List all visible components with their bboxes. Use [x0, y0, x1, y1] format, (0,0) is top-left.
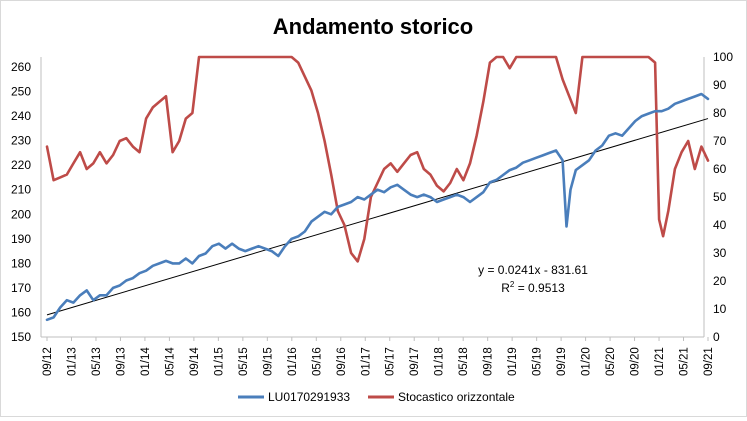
x-tick-label-3: 09/13: [115, 347, 127, 376]
x-tick-label-5: 05/14: [164, 347, 176, 376]
chart-title: Andamento storico: [273, 14, 473, 39]
x-axis: 09/12 01/13 05/13 09/13 01/14 05/14 09/14 01/15…: [42, 337, 715, 376]
x-tick-label-10: 01/16: [287, 347, 299, 376]
y-right-tick-60: 60: [713, 162, 727, 176]
x-tick-label-0: 09/12: [42, 347, 54, 376]
x-tick-label-1: 01/13: [66, 347, 78, 376]
r-squared-prefix: R: [501, 281, 510, 295]
series-layer: [45, 55, 710, 322]
x-tick-label-19: 01/19: [507, 347, 519, 376]
y-left-tick-220: 220: [11, 158, 31, 172]
y-right-tick-50: 50: [713, 190, 727, 204]
y-right-tick-90: 90: [713, 78, 727, 92]
series-line-stocastico-orizzontale: [45, 55, 710, 263]
y-left-tick-190: 190: [11, 232, 31, 246]
x-tick-label-15: 09/17: [409, 347, 421, 376]
x-tick-label-17: 05/18: [458, 347, 470, 376]
y-left-tick-240: 240: [11, 109, 31, 123]
legend: LU0170291933 Stocastico orizzontale: [238, 390, 515, 404]
x-tick-label-25: 01/21: [654, 347, 666, 376]
y-left-tick-210: 210: [11, 183, 31, 197]
legend-label-lu0170291933: LU0170291933: [268, 390, 350, 404]
x-tick-label-9: 09/15: [262, 347, 274, 376]
y-right-tick-70: 70: [713, 134, 727, 148]
trendline-equation: y = 0.0241x - 831.61: [478, 263, 588, 277]
x-tick-label-18: 09/18: [483, 347, 495, 376]
x-tick-label-21: 09/19: [556, 347, 568, 376]
y-left-tick-180: 180: [11, 256, 31, 270]
x-tick-label-22: 01/20: [581, 347, 593, 376]
x-tick-label-6: 09/14: [189, 347, 201, 376]
y-left-tick-230: 230: [11, 134, 31, 148]
y-right-tick-30: 30: [713, 246, 727, 260]
x-tick-label-11: 05/16: [311, 347, 323, 376]
y-right-tick-0: 0: [713, 330, 720, 344]
x-tick-label-4: 01/14: [140, 347, 152, 376]
x-tick-label-13: 01/17: [360, 347, 372, 376]
y-right-axis: 0 10 20 30 40 50 60 70 80 90 100: [713, 50, 733, 344]
x-tick-label-12: 09/16: [336, 347, 348, 376]
trendline-layer: [46, 118, 709, 316]
x-tick-label-14: 05/17: [385, 347, 397, 376]
legend-label-stocastico: Stocastico orizzontale: [398, 390, 515, 404]
y-right-tick-10: 10: [713, 302, 727, 316]
x-tick-label-16: 01/18: [434, 347, 446, 376]
r-squared-superscript: 2: [510, 280, 515, 289]
y-left-tick-250: 250: [11, 85, 31, 99]
y-left-tick-260: 260: [11, 60, 31, 74]
y-left-tick-160: 160: [11, 305, 31, 319]
x-tick-label-26: 05/21: [679, 347, 691, 376]
series-line-lu0170291933: [45, 92, 710, 322]
x-tick-label-20: 05/19: [532, 347, 544, 376]
x-tick-label-7: 01/15: [213, 347, 225, 376]
y-right-tick-80: 80: [713, 106, 727, 120]
trendline-r-squared: R2 = 0.9513: [501, 280, 565, 295]
y-left-axis: 150 160 170 180 190 200 210 220 230 240 250 260: [11, 60, 31, 344]
x-tick-label-27: 09/21: [703, 347, 715, 376]
r-squared-value: = 0.9513: [514, 281, 565, 295]
y-left-tick-150: 150: [11, 330, 31, 344]
y-right-tick-20: 20: [713, 274, 727, 288]
y-left-tick-200: 200: [11, 207, 31, 221]
x-tick-label-8: 05/15: [238, 347, 250, 376]
x-tick-label-23: 05/20: [605, 347, 617, 376]
y-right-tick-100: 100: [713, 50, 733, 64]
y-left-tick-170: 170: [11, 281, 31, 295]
y-right-tick-40: 40: [713, 218, 727, 232]
x-tick-label-24: 09/20: [630, 347, 642, 376]
x-tick-label-2: 05/13: [91, 347, 103, 376]
trendline: [46, 118, 709, 316]
